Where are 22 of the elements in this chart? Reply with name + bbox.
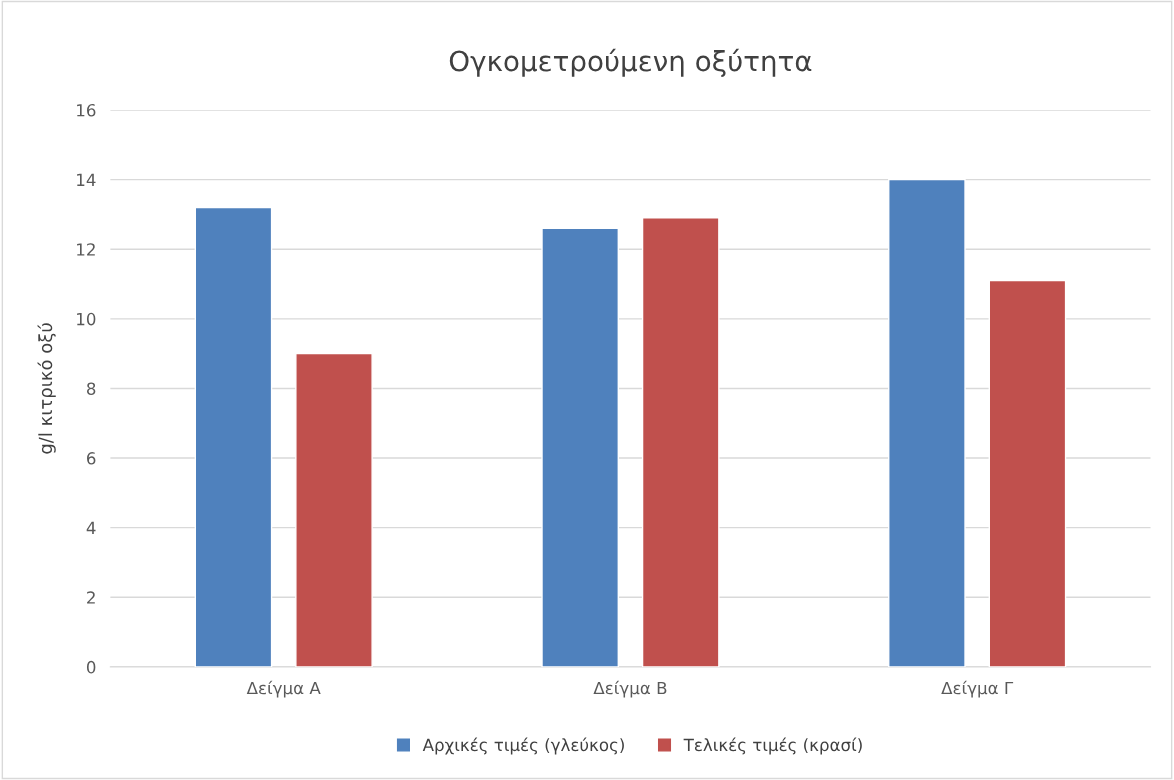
y-tick-label: 16 xyxy=(77,103,96,117)
y-tick-label: 14 xyxy=(77,173,96,186)
bar xyxy=(194,206,273,667)
y-tick-label: 0 xyxy=(86,660,96,674)
y-tick-label: 12 xyxy=(77,243,95,256)
x-tick-label: Δείγμα Γ xyxy=(941,680,1014,698)
y-tick-label: 6 xyxy=(87,452,96,465)
y-tick-label: 2 xyxy=(87,591,95,604)
chart-title: Ογκομετρούμενη οξύτητα xyxy=(449,48,812,77)
y-tick-label: 10 xyxy=(77,312,96,326)
x-tick-label: Δείγμα Β xyxy=(593,680,667,698)
bar xyxy=(641,217,720,667)
bar xyxy=(295,352,373,667)
legend-label: Αρχικές τιμές (γλεύκος) xyxy=(422,737,624,755)
y-tick-label: 4 xyxy=(86,521,96,534)
bar xyxy=(988,279,1067,667)
x-tick-label: Δείγμα Α xyxy=(246,680,321,698)
y-axis-title: g/l κιτρικό οξύ xyxy=(37,323,56,454)
legend-label: Τελικές τιμές (κρασί) xyxy=(683,737,862,755)
bar xyxy=(541,227,619,667)
bar xyxy=(888,178,966,667)
y-tick-label: 8 xyxy=(86,382,96,396)
